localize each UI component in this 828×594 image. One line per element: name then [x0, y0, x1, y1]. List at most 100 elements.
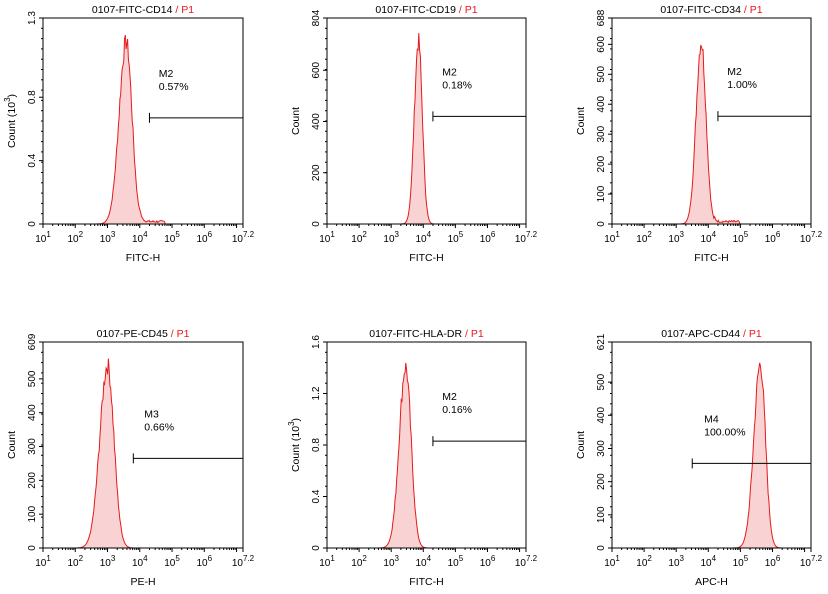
- y-tick-label: 609: [27, 333, 38, 350]
- y-tick-label: 0: [311, 545, 322, 551]
- x-tick-label: 103: [383, 230, 399, 245]
- x-axis-label: APC-H: [695, 576, 728, 588]
- x-tick-label: 104: [416, 554, 432, 569]
- y-tick-label: 688: [596, 9, 607, 26]
- x-tick-label: 102: [351, 230, 367, 245]
- x-axis-label: FITC-H: [694, 252, 728, 264]
- x-tick-label: 103: [383, 554, 399, 569]
- marker-name: M2: [442, 391, 457, 403]
- histogram-fill: [43, 358, 243, 548]
- y-tick-label: 400: [596, 407, 607, 424]
- y-axis-label: Count: [6, 431, 18, 459]
- chart-title: 0107-FITC-CD14 / P1: [92, 4, 194, 16]
- x-tick-label: 103: [668, 230, 684, 245]
- plot-frame: [42, 17, 244, 225]
- y-tick-label: 100: [27, 505, 38, 522]
- x-tick-label: 106: [765, 230, 781, 245]
- marker-name: M3: [144, 408, 159, 420]
- y-tick-label: 0: [311, 221, 322, 227]
- plot-frame: [611, 341, 812, 549]
- marker-name: M2: [442, 66, 457, 78]
- x-tick-label: 102: [67, 554, 83, 569]
- x-tick-label: 105: [164, 230, 180, 245]
- chart-title: 0107-FITC-CD34 / P1: [660, 4, 762, 16]
- histogram-fill: [327, 33, 526, 225]
- x-tick-label: 105: [448, 554, 464, 569]
- x-tick-label: 105: [733, 230, 749, 245]
- chart-title: 0107-APC-CD44 / P1: [661, 328, 762, 340]
- y-tick-label: 200: [311, 164, 322, 181]
- y-axis-label: Count (103): [3, 94, 18, 148]
- x-tick-label: 107.2: [515, 230, 538, 245]
- x-tick-label: 101: [319, 230, 335, 245]
- y-tick-label: 200: [596, 155, 607, 172]
- x-tick-label: 104: [132, 554, 148, 569]
- plot-frame: [326, 341, 527, 549]
- x-tick-label: 104: [701, 554, 717, 569]
- histogram-panel-4: 0107-PE-CD45 / P1 101 102 103 104 105 106 107.2…: [6, 328, 255, 588]
- y-tick-label: 600: [311, 61, 322, 78]
- y-tick-label: 0.4: [27, 153, 38, 167]
- histogram-fill: [612, 45, 811, 224]
- y-tick-label: 0: [596, 545, 607, 551]
- y-axis-label: Count (103): [287, 418, 302, 472]
- histogram-panel-1: 0107-FITC-CD14 / P1 101 102 103 104 105 106 107…: [3, 4, 255, 264]
- x-axis-label: FITC-H: [126, 252, 160, 264]
- chart-title: 0107-FITC-CD19 / P1: [375, 4, 477, 16]
- plot-frame: [42, 341, 244, 549]
- x-tick-label: 106: [765, 554, 781, 569]
- x-tick-label: 104: [132, 230, 148, 245]
- x-tick-label: 106: [480, 554, 496, 569]
- x-tick-label: 105: [448, 230, 464, 245]
- histogram-line: [43, 34, 243, 225]
- y-tick-label: 300: [596, 440, 607, 457]
- y-tick-label: 300: [27, 438, 38, 455]
- y-tick-label: 500: [596, 373, 607, 390]
- y-tick-label: 500: [27, 370, 38, 387]
- y-tick-label: 0.8: [27, 90, 38, 104]
- marker-name: M4: [704, 413, 719, 425]
- y-tick-label: 600: [596, 36, 607, 53]
- y-axis-label: Count: [575, 431, 587, 459]
- plot-frame: [611, 17, 812, 225]
- chart-title: 0107-PE-CD45 / P1: [97, 328, 190, 340]
- x-tick-label: 101: [604, 230, 620, 245]
- y-tick-label: 0: [27, 545, 38, 551]
- x-axis-label: FITC-H: [409, 252, 443, 264]
- histogram-panel-2: 0107-FITC-CD19 / P1 101 102 103 104 105 106 107…: [290, 4, 538, 264]
- y-tick-label: 500: [596, 66, 607, 83]
- x-tick-label: 106: [480, 230, 496, 245]
- y-tick-label: 0.4: [311, 489, 322, 503]
- x-tick-label: 107.2: [800, 554, 823, 569]
- x-tick-label: 106: [197, 230, 213, 245]
- histogram-line: [327, 33, 526, 225]
- y-axis-label: Count: [290, 107, 302, 135]
- x-axis-label: FITC-H: [409, 576, 443, 588]
- marker-name: M2: [727, 66, 742, 78]
- histogram-fill: [327, 362, 526, 548]
- x-tick-label: 101: [604, 554, 620, 569]
- x-tick-label: 107.2: [232, 230, 255, 245]
- histogram-fill: [43, 35, 243, 224]
- histogram-panel-5: 0107-FITC-HLA-DR / P1 101 102 103 104 105 106 1…: [287, 328, 538, 588]
- marker-percent: 0.66%: [144, 421, 174, 433]
- y-tick-label: 0: [27, 221, 38, 227]
- x-tick-label: 103: [100, 554, 116, 569]
- histogram-line: [43, 358, 243, 549]
- x-tick-label: 101: [35, 554, 51, 569]
- marker-percent: 100.00%: [704, 426, 745, 438]
- y-tick-label: 100: [596, 185, 607, 202]
- y-tick-label: 1.2: [311, 386, 322, 400]
- chart-title: 0107-FITC-HLA-DR / P1: [369, 328, 484, 340]
- x-axis-label: PE-H: [130, 576, 155, 588]
- x-tick-label: 101: [35, 230, 51, 245]
- marker-name: M2: [159, 68, 174, 80]
- y-tick-label: 804: [311, 9, 322, 26]
- y-axis-label: Count: [575, 107, 587, 135]
- histogram-fill: [612, 362, 811, 548]
- x-tick-label: 102: [636, 230, 652, 245]
- plot-frame: [326, 17, 527, 225]
- histogram-panel-6: 0107-APC-CD44 / P1 101 102 103 104 105 106 107.…: [575, 328, 823, 588]
- marker-percent: 0.16%: [442, 404, 472, 416]
